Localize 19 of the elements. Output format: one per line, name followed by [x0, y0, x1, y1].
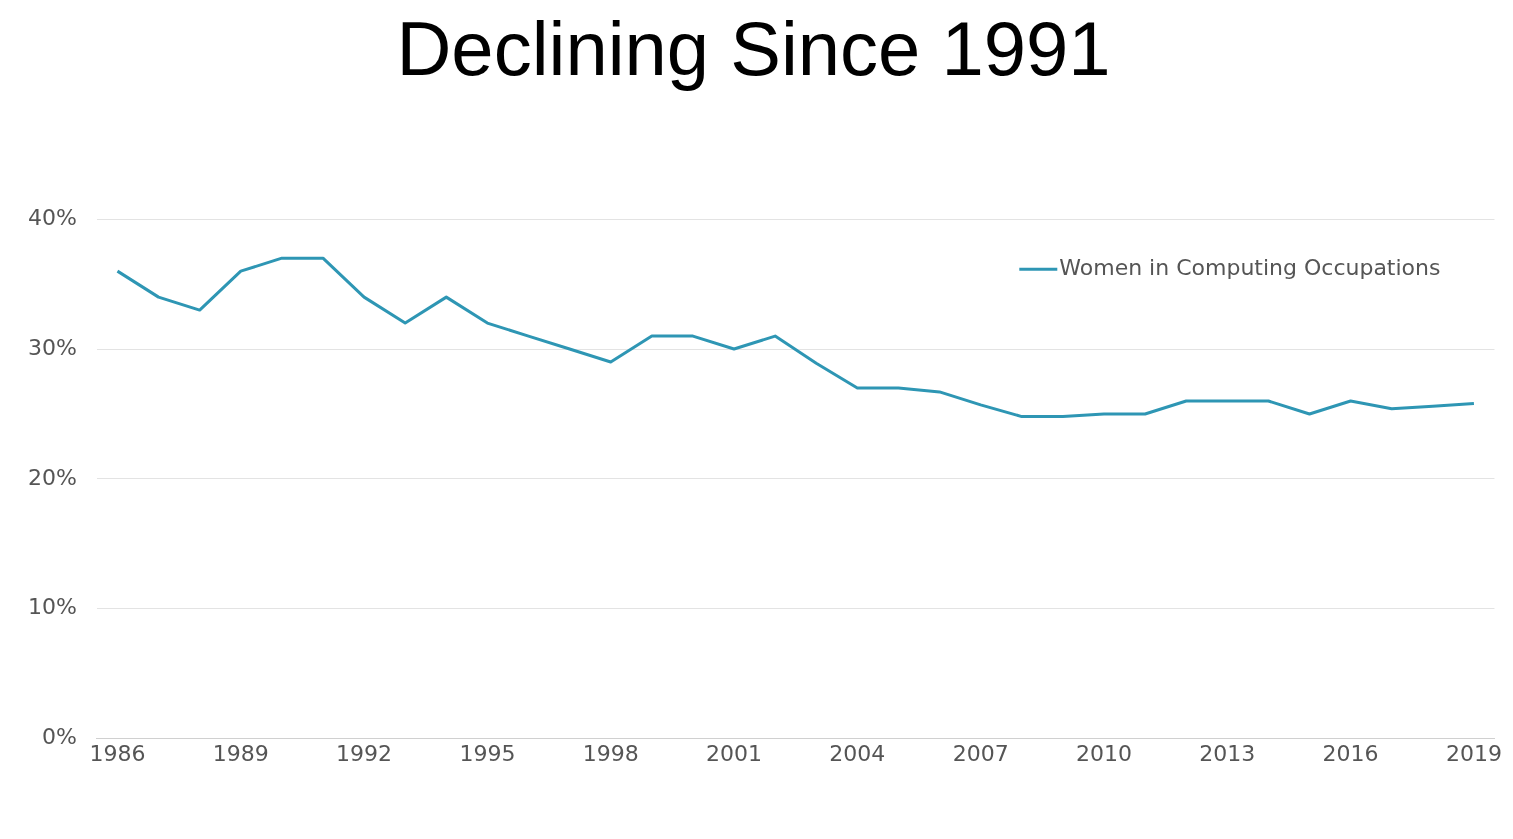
y-tick-label: 10%	[27, 594, 77, 620]
x-tick-label: 1995	[459, 740, 516, 766]
x-tick-label: 2007	[952, 740, 1009, 766]
y-tick-label: 30%	[27, 334, 77, 360]
x-tick-label: 2010	[1075, 740, 1132, 766]
x-tick-label: 1992	[336, 740, 393, 766]
y-tick-label: 0%	[41, 724, 77, 750]
x-tick-label: 2013	[1199, 740, 1256, 766]
y-tick-label: 20%	[27, 464, 77, 490]
legend-label: Women in Computing Occupations	[1059, 254, 1441, 280]
x-tick-label: 2001	[706, 740, 763, 766]
x-tick-label: 1986	[89, 740, 146, 766]
x-tick-label: 2016	[1322, 740, 1379, 766]
x-tick-label: 2004	[829, 740, 886, 766]
x-tick-label: 1989	[212, 740, 269, 766]
y-tick-label: 40%	[27, 204, 77, 230]
x-tick-label: 2019	[1445, 740, 1502, 766]
chart-title: Declining Since 1991	[396, 5, 1111, 91]
x-tick-label: 1998	[582, 740, 639, 766]
